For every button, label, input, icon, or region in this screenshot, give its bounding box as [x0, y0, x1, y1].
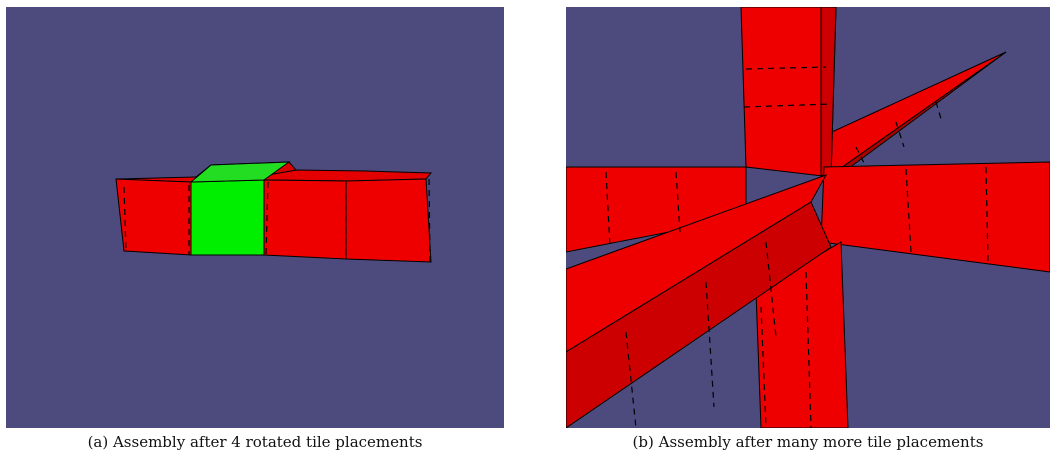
- green-tile: [190, 179, 265, 256]
- tile-assembly-render-a: [115, 161, 433, 263]
- tile-front-face: [115, 178, 192, 256]
- render-panel-a: [6, 7, 504, 428]
- tile-front-face: [345, 178, 432, 263]
- tile-assembly-render-b: [566, 7, 1050, 428]
- tile-front-face: [263, 179, 347, 260]
- render-panel-b: [566, 7, 1050, 428]
- tile-edges: [123, 178, 431, 263]
- caption-b: (b) Assembly after many more tile placem…: [632, 433, 984, 451]
- tile-arm-right: [820, 161, 1050, 273]
- tile-edges: [605, 66, 989, 428]
- caption-a: (a) Assembly after 4 rotated tile placem…: [87, 433, 423, 451]
- tile-arm-front-side: [566, 201, 832, 428]
- green-tile-top: [189, 161, 291, 183]
- tile-arm-spike: [820, 51, 1007, 176]
